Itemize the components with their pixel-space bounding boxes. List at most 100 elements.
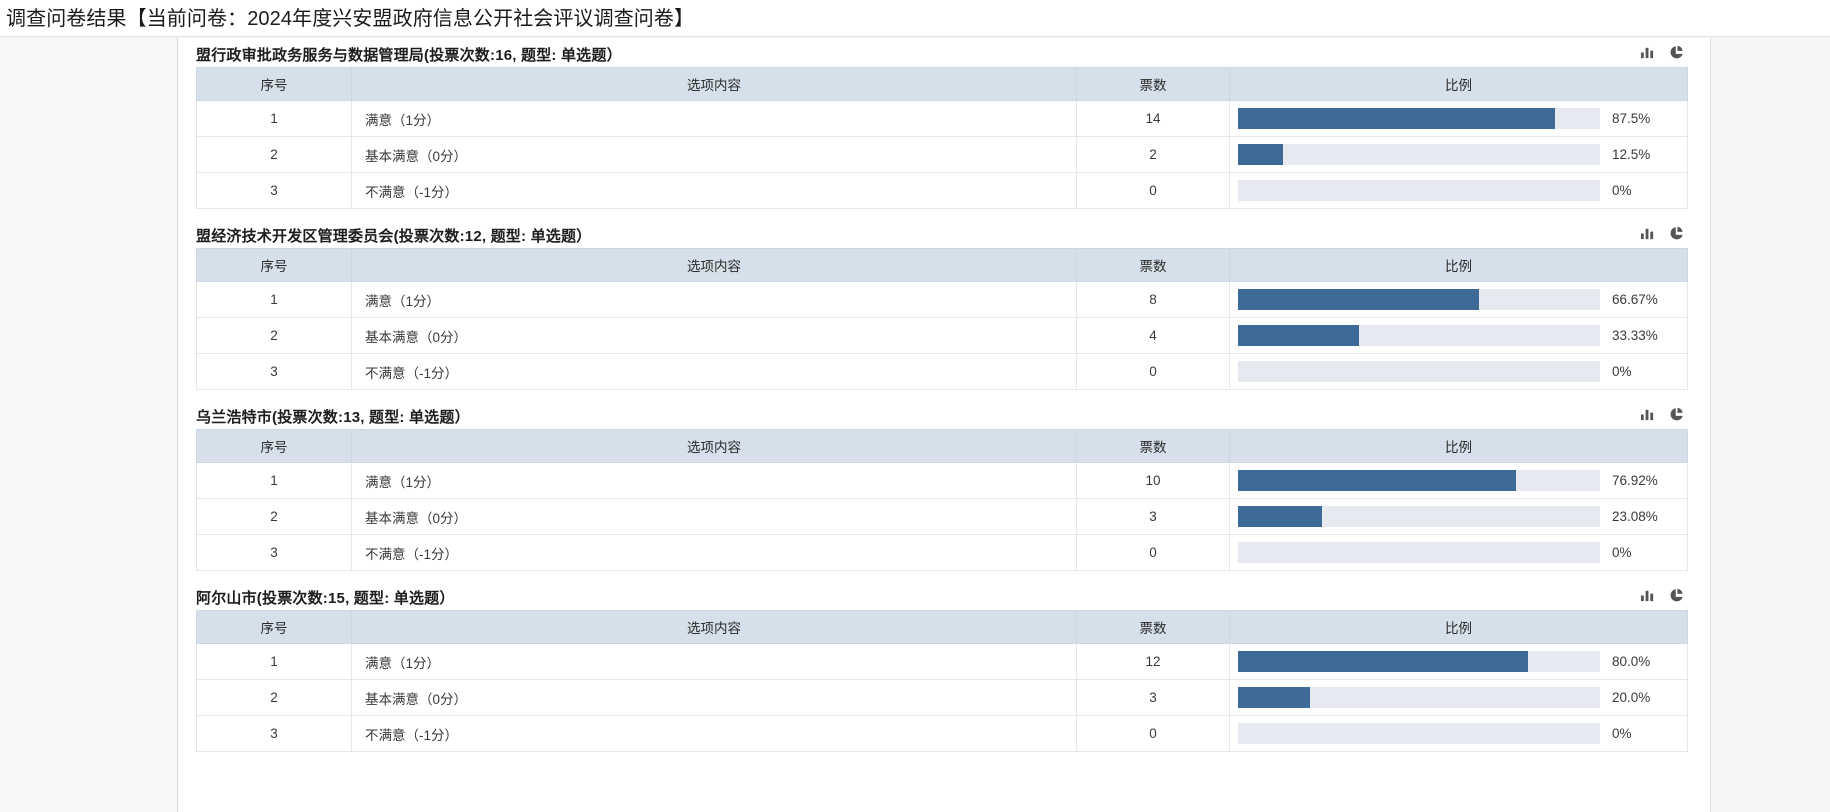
result-block-title: 阿尔山市(投票次数:15, 题型: 单选题） (196, 590, 455, 607)
result-block: 盟经济技术开发区管理委员会(投票次数:12, 题型: 单选题） 序号 选项内容 票数比… (179, 219, 1710, 400)
ratio-bar-track (1238, 687, 1600, 708)
pie-chart-icon[interactable] (1668, 587, 1685, 604)
table-row: 1 满意（1分） 12 80.0% (196, 643, 1688, 680)
results-table: 序号 选项内容 票数 比例 1 满意（1分） 12 80.0% 2 基本满意（0分） 3 20.0% 3… (196, 610, 1688, 752)
cell-ratio: 87.5% (1229, 100, 1688, 137)
cell-index: 3 (196, 534, 352, 571)
bar-chart-icon[interactable] (1639, 406, 1656, 423)
ratio-bar-wrapper: 12.5% (1236, 138, 1687, 171)
cell-index: 2 (196, 136, 352, 173)
ratio-bar-fill (1238, 470, 1517, 491)
ratio-bar-wrapper: 20.0% (1236, 681, 1687, 714)
ratio-bar-track (1238, 144, 1600, 165)
ratio-label: 0% (1612, 183, 1632, 198)
cell-votes: 3 (1076, 679, 1230, 716)
cell-option: 满意（1分） (351, 281, 1077, 318)
table-header-row: 序号 选项内容 票数 比例 (196, 429, 1688, 463)
results-table: 序号 选项内容 票数 比例 1 满意（1分） 10 76.92% 2 基本满意（0分） 3 23.08… (196, 429, 1688, 571)
block-spacer (196, 390, 1688, 400)
table-row: 1 满意（1分） 8 66.67% (196, 281, 1688, 318)
pie-chart-icon[interactable] (1668, 44, 1685, 61)
chart-toggle-group (1639, 406, 1685, 423)
results-panel[interactable]: 盟行政审批政务服务与数据管理局(投票次数:16, 题型: 单选题） 序号 选项内容票… (179, 38, 1711, 812)
cell-votes: 2 (1076, 136, 1230, 173)
ratio-bar-fill (1238, 651, 1528, 672)
cell-ratio: 0% (1229, 534, 1688, 571)
bar-chart-icon[interactable] (1639, 587, 1656, 604)
ratio-bar-wrapper: 80.0% (1236, 645, 1687, 678)
header-ratio: 比例 (1229, 429, 1688, 463)
chart-toggle-group (1639, 44, 1685, 61)
cell-index: 2 (196, 679, 352, 716)
ratio-bar-track (1238, 108, 1600, 129)
ratio-label: 33.33% (1612, 328, 1658, 343)
bar-chart-icon[interactable] (1639, 225, 1656, 242)
ratio-label: 0% (1612, 726, 1632, 741)
left-rail (0, 38, 178, 812)
result-block: 盟行政审批政务服务与数据管理局(投票次数:16, 题型: 单选题） 序号 选项内容票… (179, 38, 1710, 219)
block-spacer (196, 209, 1688, 219)
pie-chart-icon[interactable] (1668, 406, 1685, 423)
cell-ratio: 33.33% (1229, 317, 1688, 354)
cell-votes: 3 (1076, 498, 1230, 535)
cell-option: 不满意（-1分） (351, 172, 1077, 209)
bar-chart-icon[interactable] (1639, 44, 1656, 61)
cell-votes: 14 (1076, 100, 1230, 137)
ratio-bar-track (1238, 470, 1600, 491)
ratio-bar-wrapper: 0% (1236, 536, 1687, 569)
table-row: 1 满意（1分） 10 76.92% (196, 462, 1688, 499)
ratio-bar-track (1238, 361, 1600, 382)
cell-ratio: 0% (1229, 715, 1688, 752)
pie-chart-icon[interactable] (1668, 225, 1685, 242)
ratio-bar-track (1238, 289, 1600, 310)
table-row: 3 不满意（-1分） 0 0% (196, 715, 1688, 752)
block-spacer (196, 752, 1688, 762)
cell-index: 1 (196, 462, 352, 499)
cell-index: 1 (196, 643, 352, 680)
cell-votes: 0 (1076, 172, 1230, 209)
cell-option: 不满意（-1分） (351, 353, 1077, 390)
result-block-title: 乌兰浩特市(投票次数:13, 题型: 单选题） (196, 409, 470, 426)
cell-votes: 0 (1076, 353, 1230, 390)
ratio-label: 76.92% (1612, 473, 1658, 488)
result-block: 乌兰浩特市(投票次数:13, 题型: 单选题） 序号 选项内容 票数 比例 1 满意（1分）… (179, 400, 1710, 581)
ratio-bar-track (1238, 542, 1600, 563)
ratio-label: 23.08% (1612, 509, 1658, 524)
right-gutter (1712, 38, 1830, 812)
cell-option: 基本满意（0分） (351, 498, 1077, 535)
ratio-bar-wrapper: 0% (1236, 717, 1687, 750)
ratio-bar-wrapper: 33.33% (1236, 319, 1687, 352)
cell-ratio: 12.5% (1229, 136, 1688, 173)
cell-index: 2 (196, 498, 352, 535)
header-votes: 票数 (1076, 610, 1230, 644)
ratio-bar-fill (1238, 687, 1311, 708)
ratio-bar-fill (1238, 108, 1555, 129)
ratio-bar-track (1238, 723, 1600, 744)
result-block: 阿尔山市(投票次数:15, 题型: 单选题） 序号 选项内容 票数 比例 1 满意（1分） 1… (179, 581, 1710, 762)
top-bar: 调查问卷结果【当前问卷：2024年度兴安盟政府信息公开社会评议调查问卷】 (0, 0, 1830, 37)
ratio-bar-fill (1238, 325, 1359, 346)
cell-index: 1 (196, 281, 352, 318)
table-row: 2 基本满意（0分） 3 20.0% (196, 679, 1688, 716)
table-header-row: 序号 选项内容 票数 比例 (196, 67, 1688, 101)
cell-ratio: 23.08% (1229, 498, 1688, 535)
ratio-label: 0% (1612, 545, 1632, 560)
page-title: 调查问卷结果【当前问卷：2024年度兴安盟政府信息公开社会评议调查问卷】 (6, 8, 695, 30)
result-block-header: 盟行政审批政务服务与数据管理局(投票次数:16, 题型: 单选题） (196, 38, 1688, 67)
cell-option: 不满意（-1分） (351, 534, 1077, 571)
cell-votes: 8 (1076, 281, 1230, 318)
header-ratio: 比例 (1229, 248, 1688, 282)
cell-votes: 10 (1076, 462, 1230, 499)
table-row: 3 不满意（-1分） 0 0% (196, 172, 1688, 209)
cell-ratio: 0% (1229, 172, 1688, 209)
ratio-label: 80.0% (1612, 654, 1651, 669)
results-table: 序号 选项内容 票数 比例 1 满意（1分） 14 87.5% 2 基本满意（0分） 2 12.5% 3… (196, 67, 1688, 209)
table-row: 2 基本满意（0分） 3 23.08% (196, 498, 1688, 535)
header-index: 序号 (196, 610, 352, 644)
ratio-bar-wrapper: 76.92% (1236, 464, 1687, 497)
header-ratio: 比例 (1229, 610, 1688, 644)
ratio-label: 12.5% (1612, 147, 1651, 162)
chart-toggle-group (1639, 225, 1685, 242)
cell-index: 3 (196, 715, 352, 752)
result-block-header: 乌兰浩特市(投票次数:13, 题型: 单选题） (196, 400, 1688, 429)
